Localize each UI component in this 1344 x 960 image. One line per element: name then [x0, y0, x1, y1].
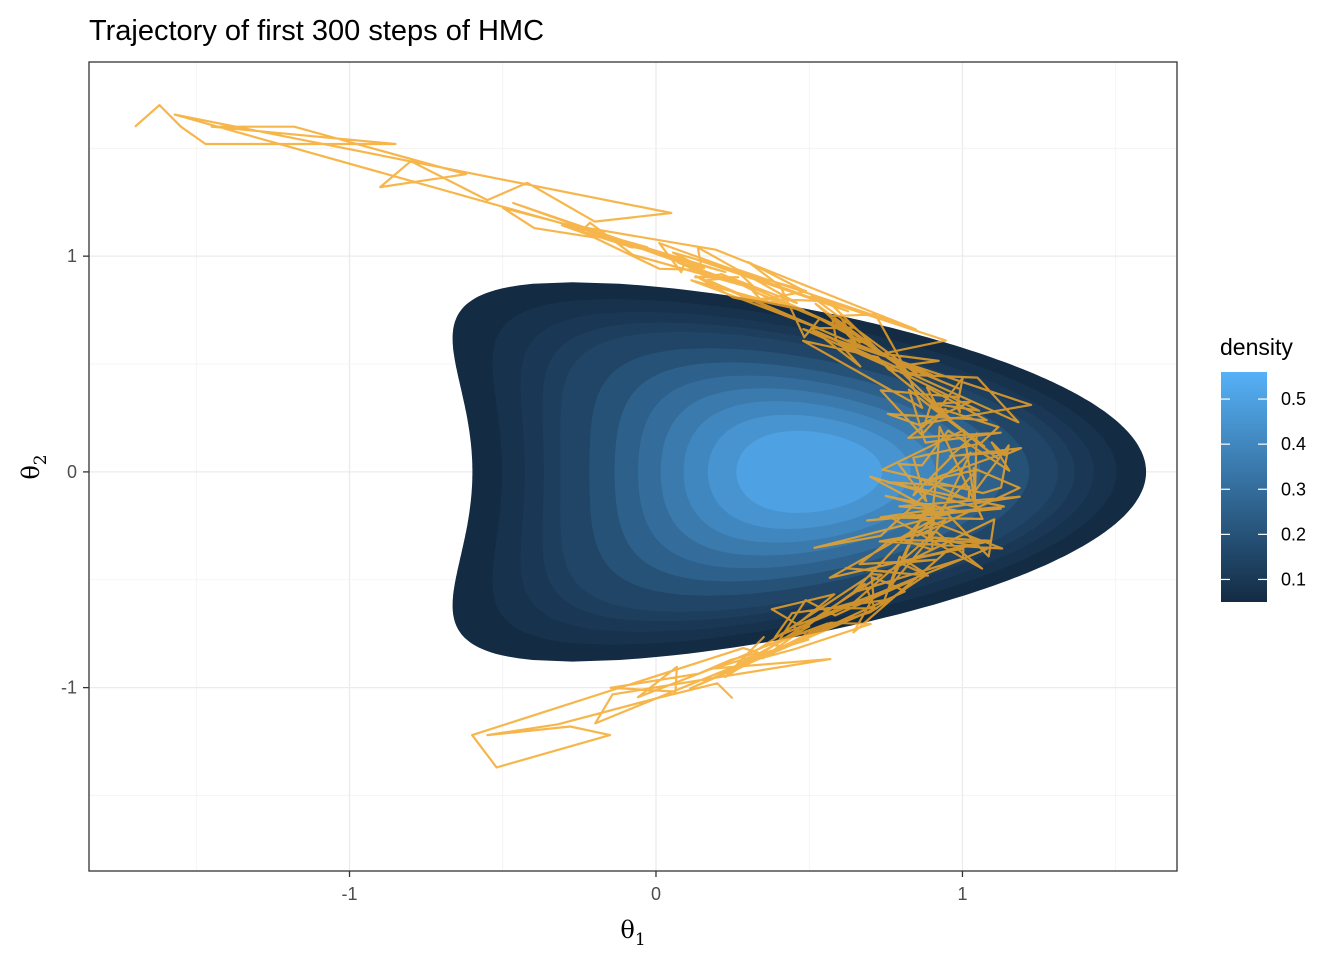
- legend: density 0.1 0.2 0.3 0.4 0.5: [1220, 334, 1306, 602]
- x-axis-title: θ1: [620, 916, 645, 950]
- y-axis-title: θ2: [17, 454, 51, 479]
- legend-tick-label: 0.3: [1281, 479, 1306, 499]
- x-tick-label: -1: [341, 884, 357, 904]
- legend-tick-label: 0.2: [1281, 524, 1306, 544]
- legend-title: density: [1220, 334, 1293, 360]
- chart-title: Trajectory of first 300 steps of HMC: [89, 15, 544, 47]
- trajectory-layer: [134, 104, 1033, 769]
- density-level: [736, 430, 883, 513]
- trajectory-line: [134, 104, 1033, 769]
- legend-tick-label: 0.5: [1281, 389, 1306, 409]
- y-tick-label: 1: [67, 246, 77, 266]
- x-tick-label: 1: [957, 884, 967, 904]
- axis-ticks: -1 0 1 -1 0 1: [61, 246, 967, 904]
- legend-tick-label: 0.1: [1281, 569, 1306, 589]
- legend-colorbar: [1221, 372, 1267, 602]
- legend-tick-label: 0.4: [1281, 434, 1306, 454]
- y-tick-label: 0: [67, 462, 77, 482]
- x-tick-label: 0: [651, 884, 661, 904]
- y-tick-label: -1: [61, 678, 77, 698]
- panel-border: [88, 61, 1178, 872]
